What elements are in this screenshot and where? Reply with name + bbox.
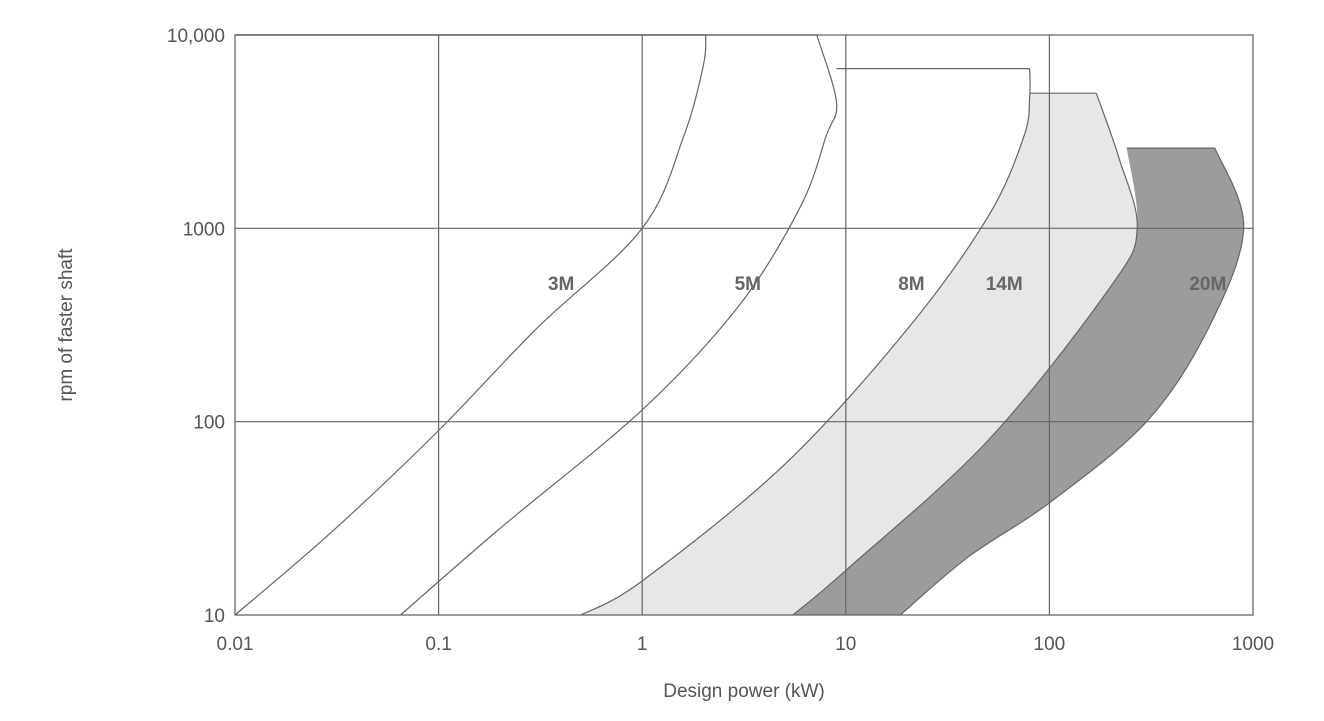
region-label-14m: 14M: [986, 274, 1023, 295]
y-tick-10: 10: [204, 606, 225, 627]
x-tick-0-1: 0.1: [425, 634, 451, 655]
chart-grid: [235, 35, 1253, 615]
boundary-8m: [580, 68, 1031, 616]
boundary-3m: [234, 34, 707, 616]
boundary-5m: [400, 34, 838, 616]
region-labels: 3M 5M 8M 14M 20M: [548, 274, 1226, 295]
region-label-3m: 3M: [548, 274, 574, 295]
region-8m-14m-fill: [580, 93, 1138, 615]
y-tick-labels: 10 100 1000 10,000: [167, 26, 225, 627]
chart-regions: [580, 93, 1244, 615]
x-tick-10: 10: [835, 634, 856, 655]
x-tick-1: 1: [637, 634, 648, 655]
y-tick-1000: 1000: [183, 219, 225, 240]
x-axis-title: Design power (kW): [663, 681, 825, 702]
y-tick-100: 100: [193, 413, 225, 434]
x-tick-100: 100: [1034, 634, 1066, 655]
x-tick-labels: 0.01 0.1 1 10 100 1000: [217, 634, 1275, 655]
plot-frame: [234, 34, 1254, 616]
region-label-5m: 5M: [735, 274, 761, 295]
region-label-20m: 20M: [1189, 274, 1226, 295]
region-20m-fill: [792, 148, 1244, 615]
y-axis-title: rpm of faster shaft: [56, 248, 77, 402]
region-label-8m: 8M: [898, 274, 924, 295]
y-tick-10-000: 10,000: [167, 26, 225, 47]
x-tick-1000: 1000: [1232, 634, 1274, 655]
x-tick-0-01: 0.01: [217, 634, 254, 655]
boundary-20m: [899, 147, 1245, 616]
boundary-14m: [792, 93, 1138, 616]
